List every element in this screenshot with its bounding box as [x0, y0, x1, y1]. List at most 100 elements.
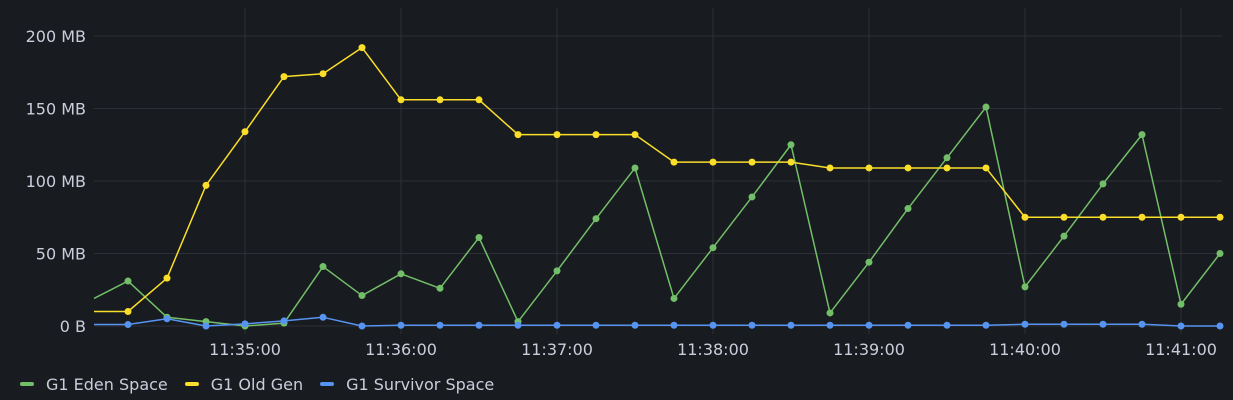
data-point[interactable]	[943, 154, 951, 162]
data-point[interactable]	[748, 193, 756, 201]
data-point[interactable]	[982, 321, 990, 329]
data-point[interactable]	[1177, 213, 1185, 221]
series-g1-old-gen[interactable]	[94, 44, 1224, 315]
series-g1-survivor-space[interactable]	[94, 313, 1224, 330]
data-point[interactable]	[904, 205, 912, 213]
data-point[interactable]	[1216, 250, 1224, 257]
data-point[interactable]	[319, 70, 327, 78]
data-point[interactable]	[436, 321, 444, 329]
data-point[interactable]	[826, 164, 834, 172]
data-point[interactable]	[826, 321, 834, 329]
x-tick-label: 11:37:00	[521, 340, 593, 359]
data-point[interactable]	[787, 321, 795, 329]
data-point[interactable]	[553, 267, 561, 275]
data-point[interactable]	[982, 164, 990, 172]
data-point[interactable]	[631, 321, 639, 329]
data-point[interactable]	[592, 215, 600, 223]
data-point[interactable]	[358, 322, 366, 330]
data-point[interactable]	[787, 141, 795, 149]
data-point[interactable]	[319, 263, 327, 271]
data-point[interactable]	[475, 234, 483, 242]
data-point[interactable]	[241, 128, 249, 136]
data-point[interactable]	[514, 321, 522, 329]
data-point[interactable]	[904, 164, 912, 172]
data-point[interactable]	[1099, 213, 1107, 221]
data-point[interactable]	[514, 131, 522, 139]
data-point[interactable]	[553, 131, 561, 139]
data-point[interactable]	[163, 274, 171, 282]
data-point[interactable]	[280, 73, 288, 81]
data-point[interactable]	[124, 277, 132, 285]
data-point[interactable]	[670, 294, 678, 302]
x-tick-label: 11:35:00	[209, 340, 281, 359]
data-point[interactable]	[592, 321, 600, 329]
data-point[interactable]	[826, 309, 834, 317]
series-g1-eden-space[interactable]	[93, 103, 1224, 330]
data-point[interactable]	[1138, 131, 1146, 139]
data-point[interactable]	[904, 321, 912, 329]
data-point[interactable]	[124, 321, 132, 329]
data-point[interactable]	[124, 308, 132, 315]
data-point[interactable]	[202, 322, 210, 330]
data-point[interactable]	[1060, 320, 1068, 328]
x-tick-label: 11:39:00	[833, 340, 905, 359]
legend-swatch-icon	[320, 382, 335, 386]
data-point[interactable]	[319, 313, 327, 321]
data-point[interactable]	[943, 321, 951, 329]
data-point[interactable]	[1177, 322, 1185, 330]
data-point[interactable]	[1060, 232, 1068, 240]
data-point[interactable]	[1177, 300, 1185, 308]
data-point[interactable]	[709, 158, 717, 166]
legend-item-g1-survivor-space[interactable]: G1 Survivor Space	[320, 375, 494, 394]
line-chart[interactable]: 0 B 50 MB 100 MB 150 MB 200 MB 11:35:00 11:36…	[0, 0, 1233, 370]
data-point[interactable]	[1216, 322, 1224, 330]
data-point[interactable]	[709, 321, 717, 329]
data-point[interactable]	[1138, 213, 1146, 221]
data-point[interactable]	[865, 321, 873, 329]
data-point[interactable]	[280, 317, 288, 325]
data-point[interactable]	[553, 321, 561, 329]
data-point[interactable]	[865, 164, 873, 172]
data-point[interactable]	[748, 321, 756, 329]
data-point[interactable]	[1021, 283, 1029, 291]
data-point[interactable]	[436, 284, 444, 292]
data-point[interactable]	[202, 181, 210, 189]
y-tick-label: 0 B	[60, 317, 86, 336]
data-point[interactable]	[787, 158, 795, 166]
series-lines[interactable]	[93, 44, 1224, 330]
data-point[interactable]	[436, 96, 444, 104]
data-point[interactable]	[1216, 213, 1224, 221]
data-point[interactable]	[163, 315, 171, 323]
data-point[interactable]	[475, 96, 483, 104]
data-point[interactable]	[709, 244, 717, 252]
data-point[interactable]	[397, 270, 405, 278]
data-point[interactable]	[397, 321, 405, 329]
data-point[interactable]	[1021, 320, 1029, 328]
data-point[interactable]	[631, 164, 639, 172]
series-line	[94, 46, 1220, 313]
legend-item-g1-old-gen[interactable]: G1 Old Gen	[184, 374, 304, 394]
data-point[interactable]	[397, 96, 405, 104]
data-point[interactable]	[592, 131, 600, 139]
data-point[interactable]	[1099, 180, 1107, 188]
data-point[interactable]	[1099, 320, 1107, 328]
data-point[interactable]	[1138, 320, 1146, 328]
data-point[interactable]	[475, 321, 483, 329]
data-point[interactable]	[1060, 213, 1068, 221]
data-point[interactable]	[1021, 213, 1029, 221]
legend-label: G1 Old Gen	[210, 374, 304, 394]
data-point[interactable]	[358, 292, 366, 300]
data-point[interactable]	[943, 164, 951, 172]
data-point[interactable]	[670, 158, 678, 166]
x-tick-label: 11:40:00	[989, 340, 1061, 359]
data-point[interactable]	[241, 320, 249, 328]
legend-item-g1-eden-space[interactable]: G1 Eden Space	[20, 375, 168, 394]
data-point[interactable]	[631, 131, 639, 139]
data-point[interactable]	[982, 103, 990, 111]
data-point[interactable]	[358, 44, 366, 52]
data-point[interactable]	[865, 258, 873, 266]
data-point[interactable]	[748, 158, 756, 166]
data-point[interactable]	[670, 321, 678, 329]
series-line	[94, 316, 1220, 327]
